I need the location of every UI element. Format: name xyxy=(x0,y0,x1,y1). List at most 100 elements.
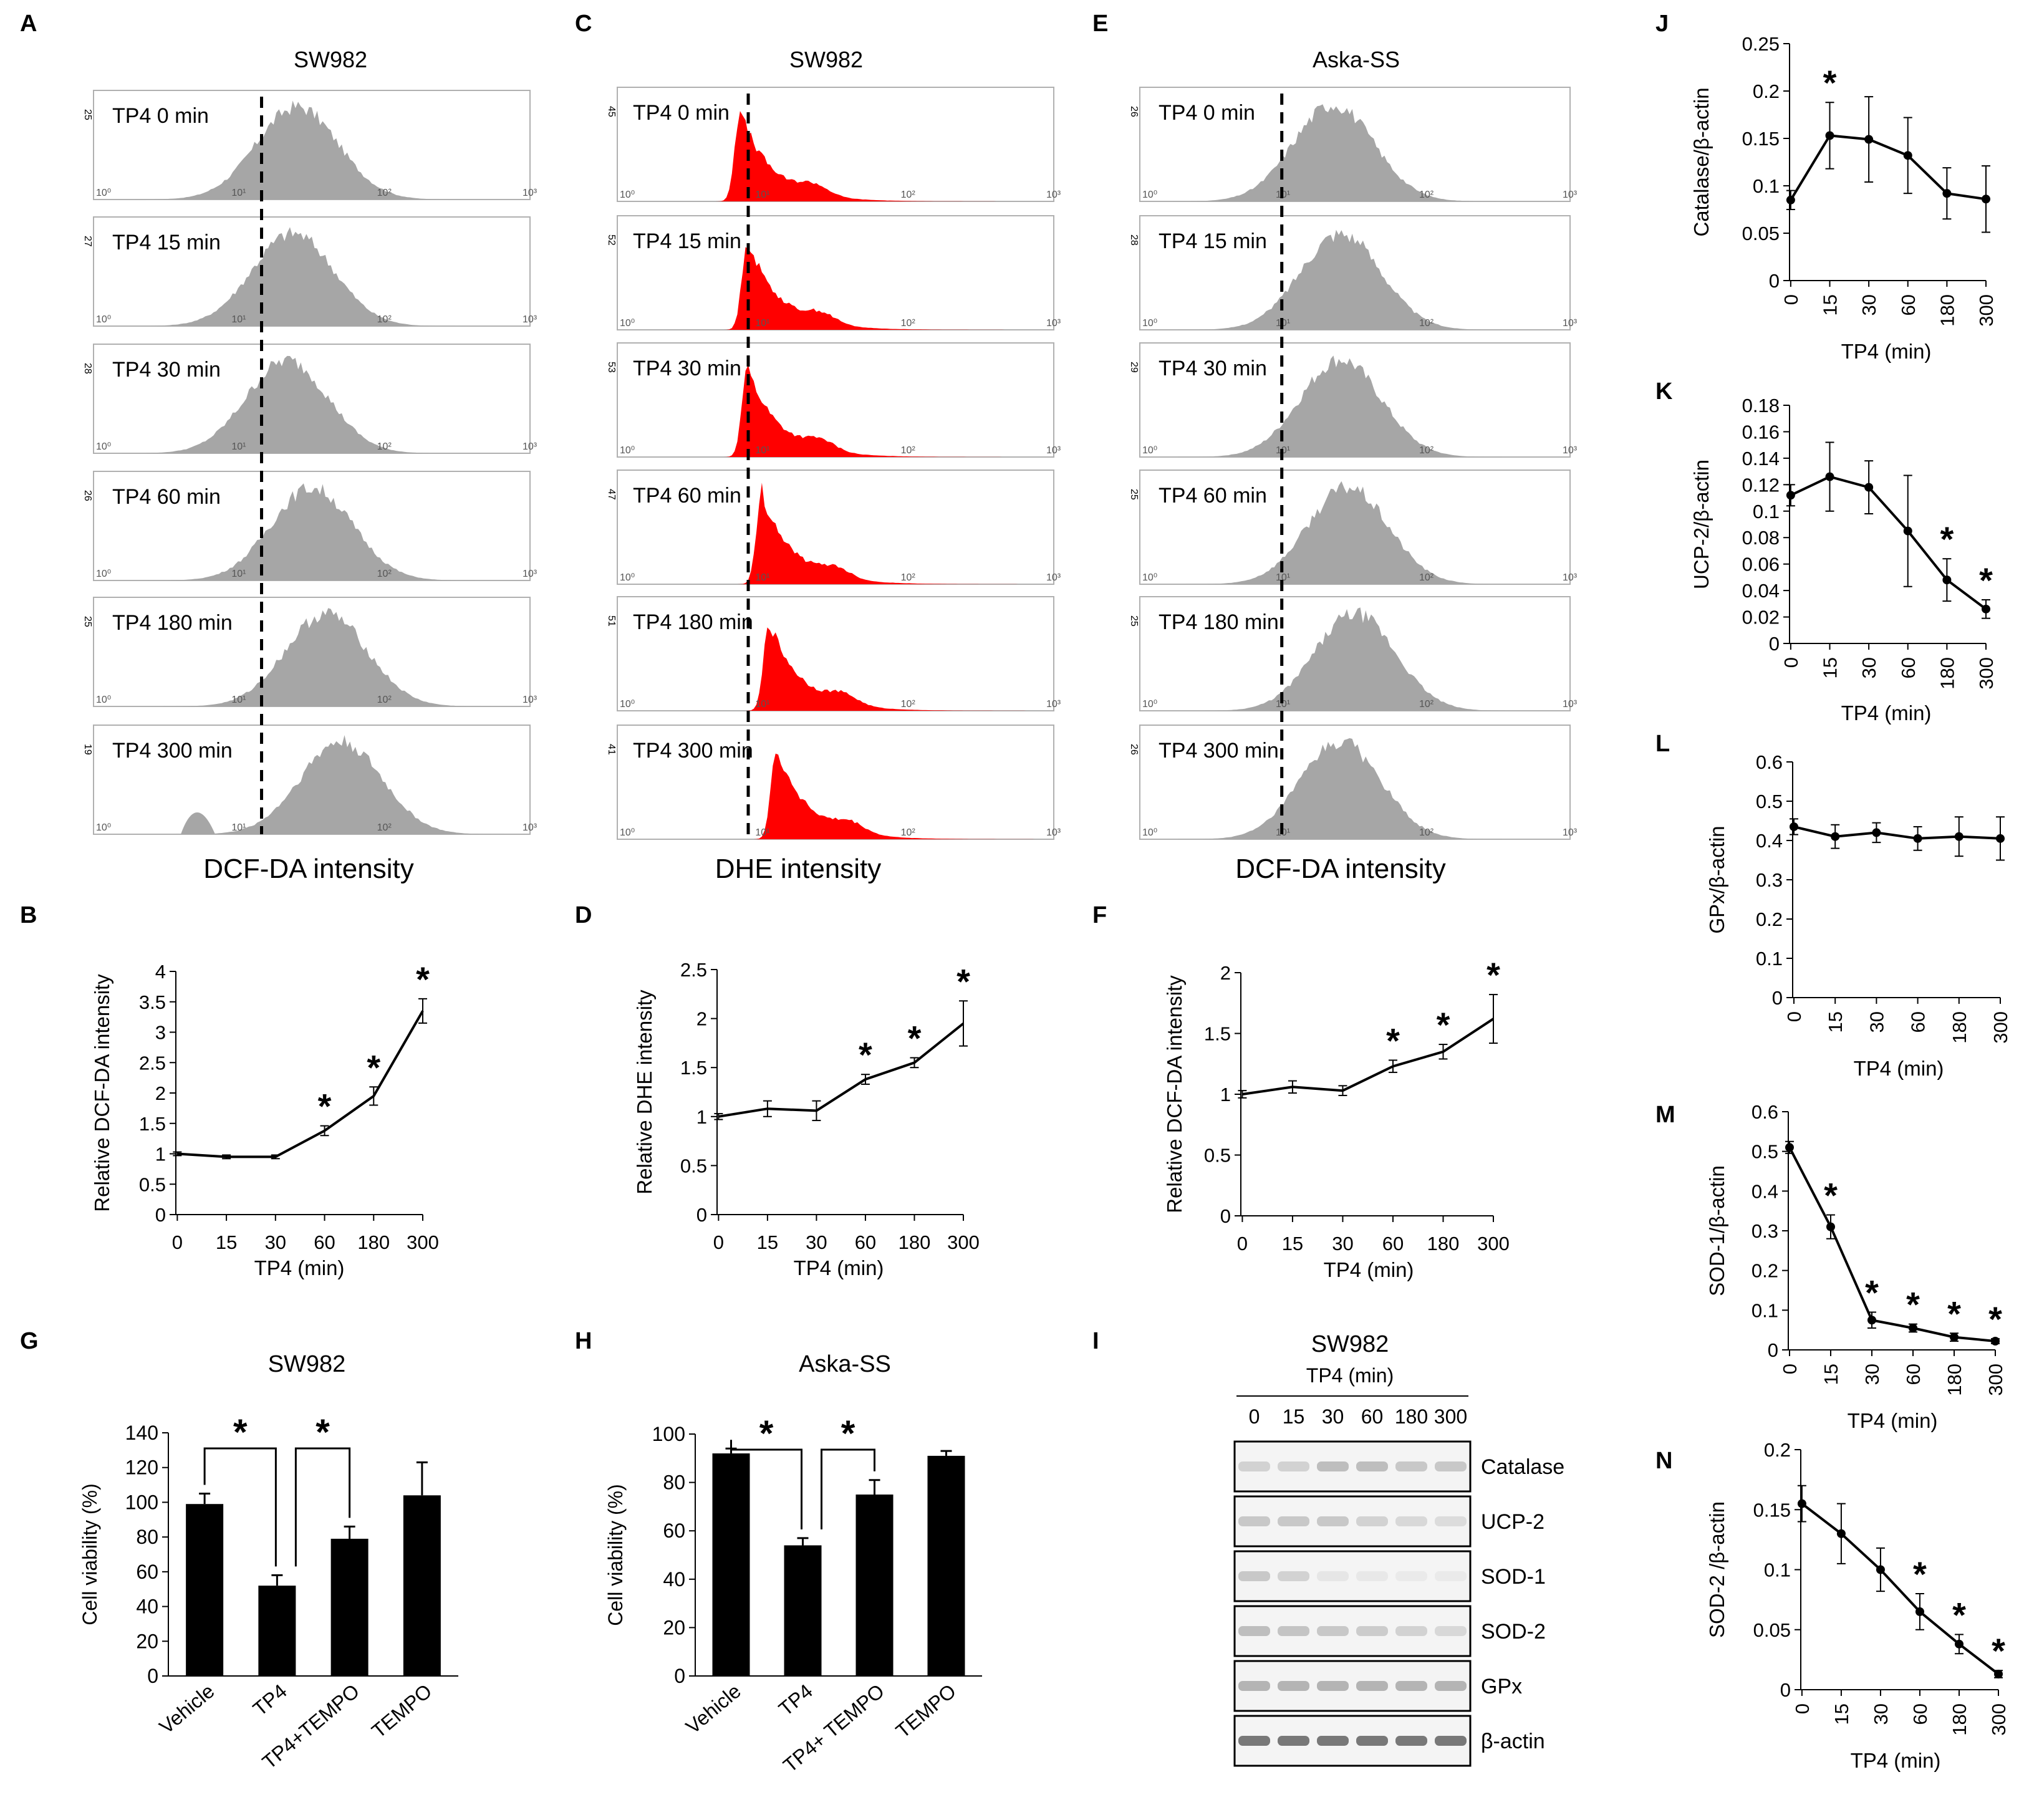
x-tick-label: 60 xyxy=(855,1231,876,1253)
y-tick-label: 0.04 xyxy=(1742,580,1780,602)
histogram-label: TP4 60 min xyxy=(1159,484,1267,508)
decade-tick-label: 10² xyxy=(901,699,916,710)
significance-mark: * xyxy=(1940,519,1954,559)
y-tick-label: 0.5 xyxy=(1204,1145,1231,1167)
bar-chart-G: GSW982020406080100120140Vehicle TP4TP4+TE… xyxy=(20,1328,458,1773)
decade-tick-label: 10⁰ xyxy=(96,822,111,833)
histogram-row: TP4 60 min2610⁰ 10¹ 10² 10³ xyxy=(82,471,537,580)
blot-band xyxy=(1435,1571,1467,1581)
y-axis-label: Cell viability (%) xyxy=(604,1484,627,1626)
histogram-label: TP4 0 min xyxy=(1159,101,1255,125)
x-axis-label: TP4 (min) xyxy=(1854,1057,1944,1080)
data-point xyxy=(1915,1607,1924,1616)
data-point xyxy=(1994,1670,2003,1678)
panel-letter: B xyxy=(20,902,37,928)
y-tick-label: 0.1 xyxy=(1752,1299,1778,1321)
line-chart-F: F00.511.520 15 30 60 180 300* **Relative DCF-D… xyxy=(1092,902,1510,1281)
panel-title: Aska-SS xyxy=(1313,47,1400,72)
x-tick-label: 60 xyxy=(314,1231,335,1253)
decade-tick-label: 10¹ xyxy=(755,445,769,456)
histogram-row: TP4 180 min2510⁰ 10¹ 10² 10³ xyxy=(82,597,537,706)
decade-tick-label: 10⁰ xyxy=(1142,445,1157,456)
panel-letter: I xyxy=(1092,1328,1099,1354)
x-tick-label: 30 xyxy=(1870,1703,1892,1725)
blot-band xyxy=(1435,1626,1467,1636)
data-point xyxy=(1942,575,1951,584)
x-tick-label: 0 xyxy=(713,1231,724,1253)
panel-letter: H xyxy=(575,1328,592,1354)
blot-strip: SOD-2 xyxy=(1235,1606,1546,1656)
series-line xyxy=(1794,827,2000,839)
x-tick-label: 0 xyxy=(1783,1011,1805,1022)
y-tick-label: 20 xyxy=(663,1616,685,1639)
count-axis-label: 45 xyxy=(606,106,617,117)
x-tick-label: 300 xyxy=(1988,1703,2010,1736)
count-axis-label: 25 xyxy=(1129,615,1139,627)
blot-band xyxy=(1356,1626,1388,1636)
protein-label: SOD-2 xyxy=(1481,1620,1546,1644)
decade-tick-label: 10³ xyxy=(523,314,537,325)
panel-letter: N xyxy=(1655,1448,1672,1474)
line-chart-B: B00.511.522.533.540 15 30 60 180 300***Relati… xyxy=(20,902,439,1279)
data-point xyxy=(1786,491,1795,499)
decade-tick-label: 10⁰ xyxy=(1142,318,1157,329)
panel-letter: J xyxy=(1655,11,1669,37)
decade-tick-label: 10¹ xyxy=(231,441,246,452)
y-tick-label: 0.02 xyxy=(1742,607,1780,628)
decade-tick-label: 10³ xyxy=(523,695,537,705)
decade-tick-label: 10¹ xyxy=(231,822,246,833)
panel-letter: L xyxy=(1655,731,1670,757)
y-tick-label: 1.5 xyxy=(139,1113,166,1135)
bar xyxy=(784,1545,822,1676)
blot-band xyxy=(1317,1461,1349,1471)
x-tick-label: 180 xyxy=(899,1231,931,1253)
x-tick-label: 0 xyxy=(1780,294,1802,305)
significance-mark: * xyxy=(1386,1021,1400,1060)
data-point xyxy=(1826,131,1834,140)
blot-band xyxy=(1317,1571,1349,1581)
protein-label: GPx xyxy=(1481,1675,1522,1698)
histogram-label: TP4 300 min xyxy=(112,739,233,763)
blot-strip: Catalase xyxy=(1235,1442,1564,1491)
y-tick-label: 40 xyxy=(136,1596,158,1618)
series-line xyxy=(1790,1147,1995,1341)
y-tick-label: 100 xyxy=(125,1491,158,1513)
data-point xyxy=(1996,834,2005,843)
decade-tick-label: 10² xyxy=(377,695,392,705)
significance-mark: * xyxy=(1988,1299,2002,1339)
decade-tick-label: 10³ xyxy=(1563,318,1578,329)
protein-label: SOD-1 xyxy=(1481,1565,1546,1589)
y-axis-label: Cell viability (%) xyxy=(79,1483,101,1625)
histogram-label: TP4 30 min xyxy=(633,357,741,380)
histogram-label: TP4 30 min xyxy=(1159,357,1267,380)
y-tick-label: 0 xyxy=(674,1665,685,1687)
y-tick-label: 60 xyxy=(663,1519,685,1542)
count-axis-label: 26 xyxy=(1129,106,1139,117)
series-line xyxy=(1242,1019,1493,1094)
significance-mark: * xyxy=(1947,1294,1961,1333)
decade-tick-label: 10³ xyxy=(1046,445,1061,456)
y-tick-label: 4 xyxy=(155,961,166,983)
blot-band xyxy=(1278,1516,1309,1526)
blot-band xyxy=(1435,1681,1467,1691)
decade-tick-label: 10² xyxy=(377,822,392,833)
blot-band xyxy=(1317,1681,1349,1691)
blot-title: SW982 xyxy=(1311,1331,1389,1357)
y-tick-label: 120 xyxy=(125,1456,158,1479)
y-axis-label: SOD-2 /β-actin xyxy=(1705,1501,1728,1638)
data-point xyxy=(1826,1223,1835,1231)
decade-tick-label: 10¹ xyxy=(231,188,246,198)
data-point xyxy=(1904,151,1912,160)
decade-tick-label: 10² xyxy=(901,190,916,200)
significance-mark: * xyxy=(1487,955,1500,994)
decade-tick-label: 10³ xyxy=(1046,318,1061,329)
blot-band xyxy=(1356,1461,1388,1471)
bar xyxy=(856,1495,894,1676)
bar xyxy=(186,1504,223,1676)
blot-strip: β-actin xyxy=(1235,1716,1545,1766)
y-tick-label: 0.1 xyxy=(1756,948,1783,970)
decade-tick-label: 10⁰ xyxy=(620,445,635,456)
decade-tick-label: 10⁰ xyxy=(96,188,111,198)
data-point xyxy=(1955,1640,1964,1649)
count-axis-label: 28 xyxy=(82,363,93,374)
